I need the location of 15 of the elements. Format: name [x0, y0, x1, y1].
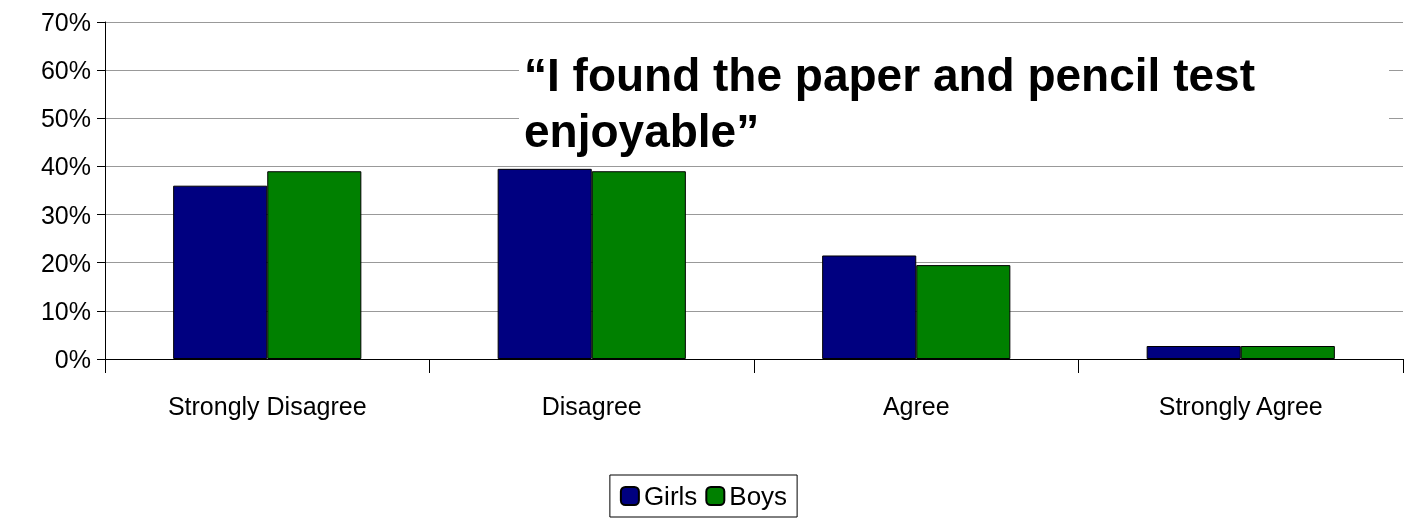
- y-tick-label: 10%: [40, 296, 91, 325]
- x-tick-label: Disagree: [541, 391, 642, 420]
- legend-label: Boys: [729, 481, 788, 511]
- x-tick-label: Agree: [882, 391, 950, 420]
- y-tick-label: 20%: [40, 248, 91, 277]
- x-tick-label: Strongly Disagree: [167, 391, 367, 420]
- legend-label: Girls: [643, 481, 698, 511]
- y-tick-label: 30%: [40, 200, 91, 229]
- y-tick-label: 60%: [40, 56, 91, 85]
- y-tick-label: 40%: [40, 152, 91, 181]
- y-tick-label: 70%: [40, 8, 91, 36]
- y-tick-label: 50%: [40, 104, 91, 133]
- x-tick-label: Strongly Agree: [1158, 391, 1323, 420]
- text: “I found the paper and pencil test enjoyable”: [524, 49, 1268, 157]
- y-tick-label: 0%: [54, 345, 91, 373]
